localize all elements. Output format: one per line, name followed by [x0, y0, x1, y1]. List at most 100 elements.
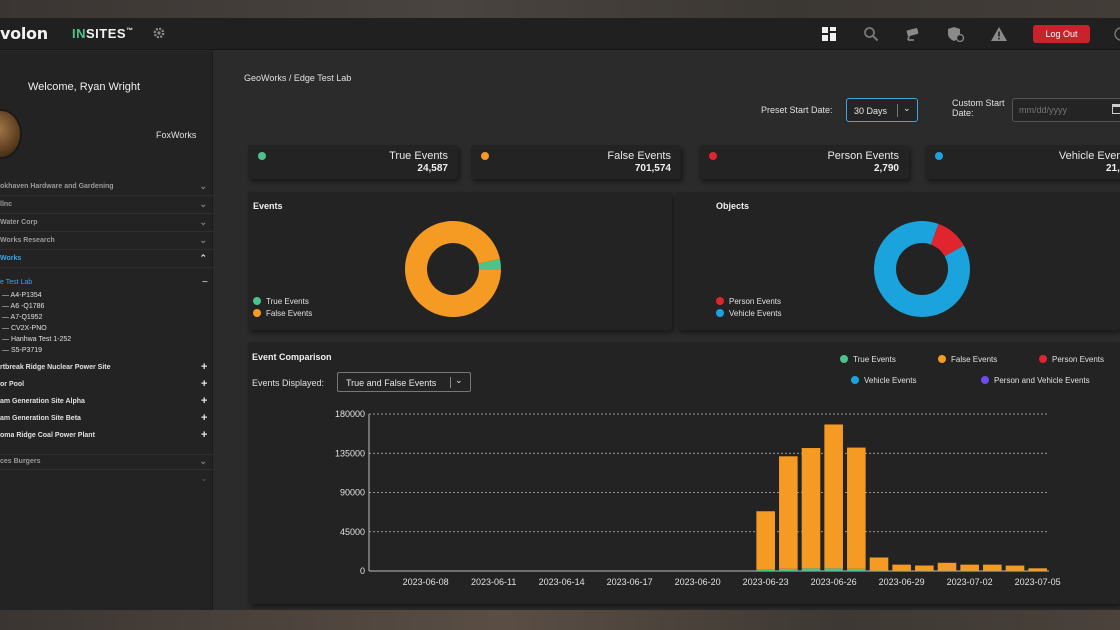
- top-navbar: volon INSITES™ Log Out: [0, 18, 1120, 50]
- chevron-down-icon[interactable]: ⌄: [200, 473, 208, 483]
- bar-false-events[interactable]: [847, 447, 866, 569]
- legend-item[interactable]: True Events: [840, 355, 896, 364]
- bar-false-events[interactable]: [779, 456, 798, 569]
- avatar[interactable]: [0, 109, 22, 159]
- objects-donut-chart: [874, 221, 970, 317]
- sidebar: Welcome, Ryan Wright FoxWorks okhaven Ha…: [0, 51, 213, 610]
- bar-true-events[interactable]: [779, 568, 798, 571]
- overflow-circle-icon[interactable]: [1114, 27, 1120, 43]
- sidebar-location[interactable]: e Test Lab −: [0, 277, 208, 288]
- legend-item: Vehicle Events: [716, 309, 781, 318]
- dashboard-grid-icon[interactable]: [821, 26, 837, 42]
- legend-item[interactable]: Person Events: [1039, 355, 1104, 364]
- bar-true-events[interactable]: [824, 568, 843, 571]
- status-dot: [709, 152, 717, 160]
- x-tick-label: 2023-06-08: [403, 577, 449, 587]
- preset-start-date-label: Preset Start Date:: [761, 105, 833, 115]
- bar-false-events[interactable]: [915, 565, 934, 571]
- x-tick-label: 2023-06-26: [811, 577, 857, 587]
- custom-start-date-input[interactable]: [1012, 98, 1120, 122]
- events-displayed-label: Events Displayed:: [252, 378, 325, 388]
- search-icon[interactable]: [863, 26, 879, 42]
- expand-plus-icon[interactable]: +: [201, 412, 208, 424]
- device-item[interactable]: — S5-P3719: [2, 347, 43, 354]
- custom-start-date-label: Custom Start Date:: [952, 98, 1005, 118]
- device-item[interactable]: — CV2X-PNO: [2, 325, 47, 332]
- y-tick-label: 135000: [335, 448, 365, 458]
- site-item[interactable]: oma Ridge Coal Power Plant +: [0, 429, 208, 441]
- preset-start-date-select[interactable]: 30 Days ⌄: [846, 98, 918, 122]
- legend-item[interactable]: False Events: [938, 355, 997, 364]
- legend-item[interactable]: Vehicle Events: [851, 376, 916, 385]
- y-tick-label: 45000: [340, 527, 365, 537]
- donut-slice-vehicle-events: [874, 221, 970, 317]
- calendar-icon[interactable]: [1112, 104, 1120, 114]
- warning-icon[interactable]: [990, 26, 1007, 42]
- device-item[interactable]: — A7-Q1952: [2, 314, 43, 321]
- legend-item[interactable]: Person and Vehicle Events: [981, 376, 1090, 385]
- bar-false-events[interactable]: [869, 557, 889, 571]
- bar-false-events[interactable]: [1005, 565, 1025, 571]
- breadcrumb: GeoWorks / Edge Test Lab: [244, 73, 352, 83]
- bar-true-events[interactable]: [801, 568, 821, 571]
- bar-false-events[interactable]: [937, 562, 957, 571]
- site-item[interactable]: am Generation Site Alpha +: [0, 395, 208, 407]
- collapse-minus-icon[interactable]: −: [202, 277, 208, 288]
- expand-plus-icon[interactable]: +: [201, 429, 208, 441]
- x-tick-label: 2023-06-11: [471, 577, 516, 587]
- stat-card-true-events: True Events 24,587: [248, 145, 458, 179]
- bar-false-events[interactable]: [983, 564, 1002, 571]
- sidebar-item-org-3[interactable]: Water Corp ⌄: [0, 216, 213, 232]
- donut-slice-person-events: [930, 223, 964, 257]
- sidebar-item-org-active[interactable]: Works ⌃: [0, 252, 213, 268]
- bar-false-events[interactable]: [960, 564, 979, 571]
- bar-false-events[interactable]: [756, 511, 775, 570]
- sidebar-item-org-4[interactable]: Works Research ⌄: [0, 234, 213, 250]
- bar-false-events[interactable]: [892, 564, 911, 571]
- device-item[interactable]: — A6 -Q1786: [2, 303, 45, 310]
- expand-plus-icon[interactable]: +: [201, 378, 208, 390]
- welcome-text: Welcome, Ryan Wright: [28, 81, 141, 93]
- shield-clock-icon[interactable]: [947, 26, 965, 43]
- device-item[interactable]: — A4-P1354: [2, 292, 42, 299]
- sidebar-item-org-6[interactable]: ces Burgers ⌄: [0, 454, 213, 470]
- chevron-up-icon: ⌃: [199, 253, 207, 263]
- chevron-down-icon: ⌄: [903, 103, 911, 113]
- stat-card-vehicle-events: Vehicle Events 21,85: [925, 145, 1120, 179]
- site-item[interactable]: rtbreak Ridge Nuclear Power Site +: [0, 361, 208, 373]
- site-item[interactable]: am Generation Site Beta +: [0, 412, 208, 424]
- camera-icon[interactable]: [905, 26, 921, 42]
- bar-false-events[interactable]: [1028, 568, 1047, 571]
- event-comparison-bar-chart: 0 45000 90000 135000 180000 2023-06-08 2023-06…: [335, 409, 1061, 587]
- logout-button[interactable]: Log Out: [1033, 25, 1090, 43]
- x-tick-label: 2023-06-20: [675, 577, 721, 587]
- x-tick-label: 2023-06-14: [539, 577, 585, 587]
- panel-title: Events: [253, 201, 283, 211]
- device-item[interactable]: — Hanhwa Test 1-252: [2, 336, 72, 343]
- bar-true-events[interactable]: [847, 568, 866, 571]
- site-item[interactable]: or Pool +: [0, 378, 208, 390]
- settings-gear-icon[interactable]: [152, 26, 166, 40]
- y-tick-label: 180000: [335, 409, 365, 419]
- x-tick-label: 2023-07-02: [947, 577, 993, 587]
- chevron-down-icon: ⌄: [199, 235, 207, 245]
- screen-bottom-edge: [0, 610, 1120, 630]
- bar-false-events[interactable]: [801, 448, 821, 569]
- bar-true-events[interactable]: [756, 569, 775, 571]
- expand-plus-icon[interactable]: +: [201, 395, 208, 407]
- legend-item: True Events: [253, 297, 309, 306]
- y-tick-label: 90000: [340, 488, 365, 498]
- panel-title: Event Comparison: [252, 352, 332, 362]
- chevron-down-icon: ⌄: [199, 181, 207, 191]
- brand-logo: volon: [0, 24, 48, 43]
- bar-false-events[interactable]: [824, 424, 843, 569]
- expand-plus-icon[interactable]: +: [201, 361, 208, 373]
- legend-item: Person Events: [716, 297, 781, 306]
- sidebar-item-org-2[interactable]: llnc ⌄: [0, 198, 213, 214]
- chevron-down-icon: ⌄: [199, 199, 207, 209]
- sidebar-item-org-1[interactable]: okhaven Hardware and Gardening ⌄: [0, 180, 213, 196]
- panel-title: Objects: [716, 201, 750, 211]
- status-dot: [258, 152, 266, 160]
- stat-card-false-events: False Events 701,574: [471, 145, 681, 179]
- events-displayed-select[interactable]: True and False Events ⌄: [337, 372, 471, 392]
